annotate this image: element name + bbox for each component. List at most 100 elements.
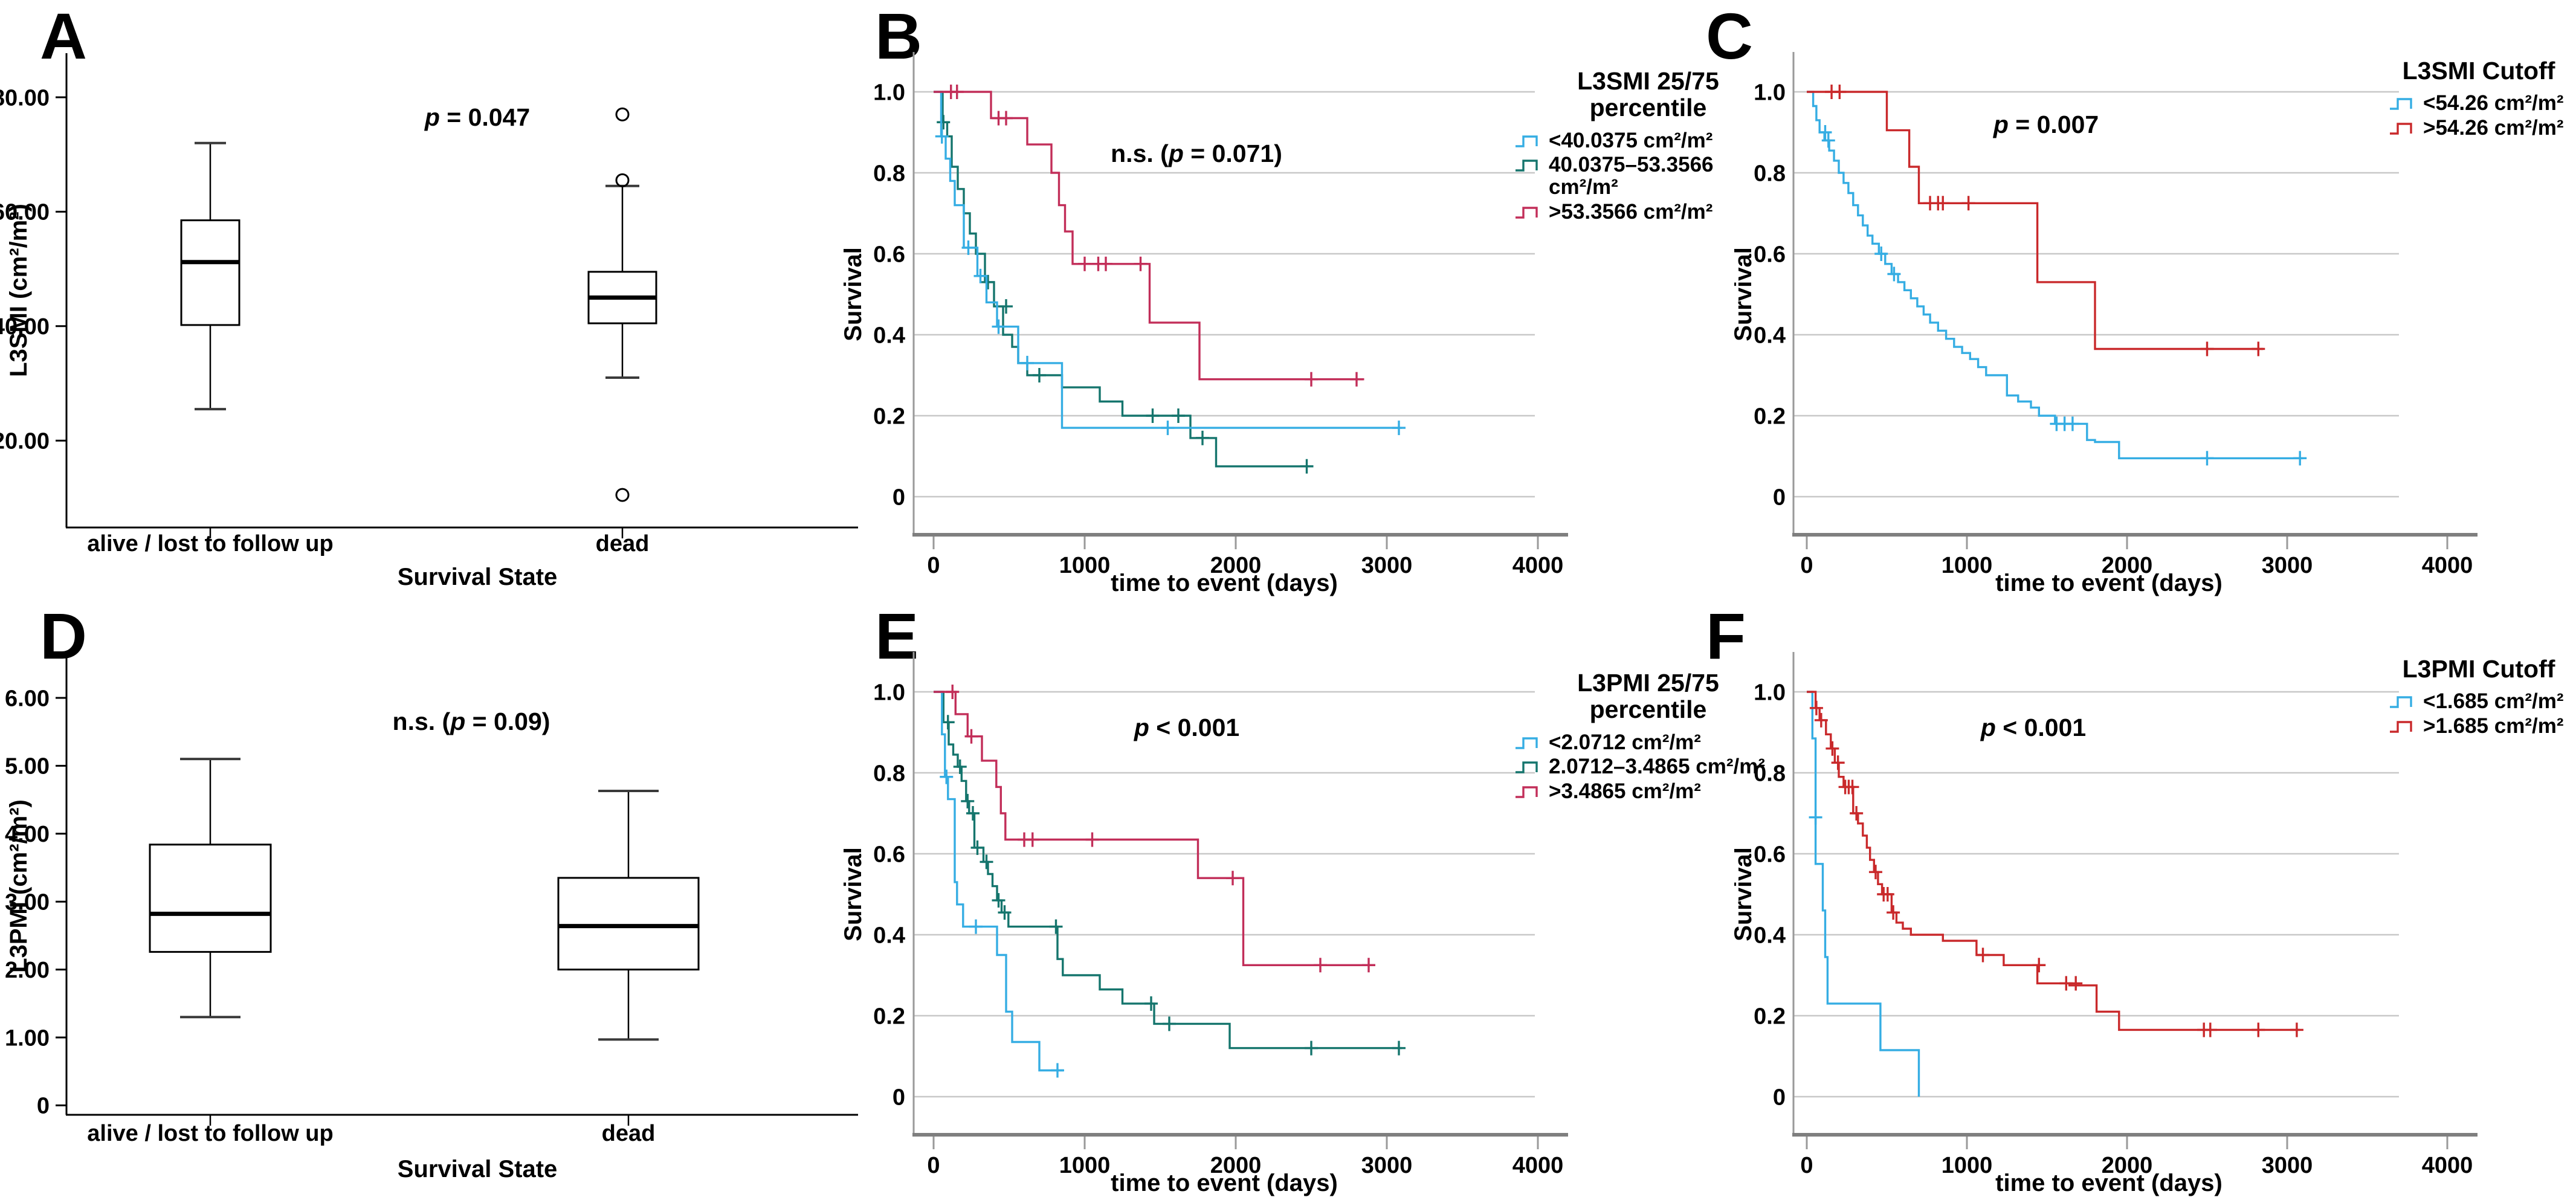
panel-E-letter: E: [875, 599, 919, 673]
x-tick-label: 1000: [1059, 1153, 1111, 1178]
outlier-point: [615, 173, 630, 187]
x-tick-label: 3000: [1361, 1153, 1413, 1178]
panel-E-p-value: p < 0.001: [1134, 714, 1239, 741]
x-axis-title: Survival State: [398, 564, 558, 590]
category-label: alive / lost to follow up: [87, 531, 333, 556]
y-tick-label: 4.00: [5, 822, 50, 847]
panel-E-legend: L3PMI 25/75 percentile <2.0712 cm²/m² 2.07…: [1514, 669, 1783, 803]
legend-item: <2.0712 cm²/m²: [1514, 730, 1783, 754]
legend-label: <2.0712 cm²/m²: [1549, 730, 1701, 754]
y-axis-title: L3PMI (cm²/m²): [5, 799, 32, 973]
y-tick-label: 0.4: [1754, 923, 1786, 948]
legend-item: >53.3566 cm²/m²: [1514, 201, 1783, 224]
outlier-point: [615, 107, 630, 121]
panel-C-letter: C: [1706, 0, 1753, 73]
x-axis-title: time to event (days): [1995, 1170, 2223, 1196]
x-axis-title: time to event (days): [1111, 1170, 1338, 1196]
legend-title: L3PMI 25/75 percentile: [1577, 669, 1719, 724]
x-tick-label: 0: [1800, 553, 1813, 578]
legend-item: >54.26 cm²/m²: [2388, 117, 2569, 140]
panel-B-legend: L3SMI 25/75 percentile <40.0375 cm²/m² 40.…: [1514, 68, 1783, 224]
km-curve: [1807, 91, 2303, 460]
legend-title: L3SMI 25/75 percentile: [1577, 67, 1719, 122]
km-curve: [1807, 91, 2264, 350]
panel-D-boxplot: 6.00 5.00 4.00 3.00 2.00 1.00 0 L3PMI (cm²/m²) a…: [5, 657, 858, 1182]
y-tick-label: 1.0: [873, 80, 905, 105]
y-axis-title: Survival: [1734, 847, 1757, 941]
km-step-icon: [2390, 123, 2412, 135]
x-tick-label: 4000: [2422, 553, 2473, 578]
y-tick-label: 40.00: [0, 314, 50, 340]
x-tick-label: 1000: [1942, 553, 1993, 578]
x-tick-label: 2000: [2102, 1153, 2153, 1178]
panel-F-legend: L3PMI Cutoff <1.685 cm²/m² >1.685 cm²/m²: [2388, 656, 2569, 738]
y-tick-label: 0.6: [1754, 842, 1786, 867]
legend-title: L3SMI Cutoff: [2402, 57, 2555, 85]
y-tick-label: 0: [37, 1094, 50, 1119]
legend-items: <2.0712 cm²/m² 2.0712–3.4865 cm²/m² >3.486…: [1514, 730, 1783, 803]
x-tick-label: 2000: [2102, 553, 2153, 578]
km-curve: [934, 91, 1311, 468]
y-tick-label: 0.2: [873, 1004, 905, 1029]
box-iqr: [149, 844, 272, 953]
y-tick-label: 5.00: [5, 754, 50, 779]
x-tick-label: 3000: [2262, 553, 2313, 578]
y-tick-label: 0.6: [1754, 242, 1786, 267]
legend-label: <1.685 cm²/m²: [2423, 689, 2564, 714]
y-tick-label: 0.4: [873, 323, 905, 348]
y-tick-label: 0.2: [873, 404, 905, 429]
km-step-icon: [2390, 98, 2412, 110]
panel-C-km-plot: 1.0 0.8 0.6 0.4 0.2 0 0 1000 2000 3000 4000 Surviva…: [1734, 52, 2478, 596]
panel-A-p-value: p = 0.047: [424, 103, 530, 131]
y-tick-label: 0.2: [1754, 404, 1786, 429]
x-tick-label: 3000: [1361, 553, 1413, 578]
panel-F-km-plot: 1.0 0.8 0.6 0.4 0.2 0 0 1000 2000 3000 4000 Surviva…: [1734, 652, 2478, 1196]
legend-item: <40.0375 cm²/m²: [1514, 128, 1783, 152]
km-step-icon: [1516, 786, 1538, 798]
x-tick-label: 1000: [1942, 1153, 1993, 1178]
box-iqr: [180, 219, 240, 326]
x-axis-title: time to event (days): [1111, 570, 1338, 596]
x-tick-label: 4000: [2422, 1153, 2473, 1178]
outlier-point: [615, 488, 630, 502]
legend-title: L3PMI Cutoff: [2402, 655, 2555, 683]
y-tick-label: 0.8: [873, 761, 905, 786]
panel-D-p-value: n.s. (p = 0.09): [393, 708, 550, 735]
category-label: alive / lost to follow up: [87, 1121, 333, 1146]
y-tick-label: 0.8: [1754, 161, 1786, 186]
legend-items: <54.26 cm²/m² >54.26 cm²/m²: [2388, 92, 2569, 140]
legend-item: <54.26 cm²/m²: [2388, 92, 2569, 115]
legend-item: <1.685 cm²/m²: [2388, 691, 2569, 713]
legend-items: <1.685 cm²/m² >1.685 cm²/m²: [2388, 691, 2569, 738]
panel-F-p-value: p < 0.001: [1980, 714, 2086, 741]
y-axis-title: Survival: [840, 247, 867, 341]
legend-label: >53.3566 cm²/m²: [1549, 199, 1713, 224]
y-tick-label: 60.00: [0, 200, 50, 225]
category-label: dead: [602, 1121, 656, 1146]
km-curve: [934, 691, 1372, 966]
y-tick-label: 0: [1773, 1085, 1786, 1110]
panel-B-km-plot: 1.0 0.8 0.6 0.4 0.2 0 0 1000 2000 3000 4000 Surviva…: [840, 52, 1568, 596]
y-tick-label: 0: [893, 1085, 905, 1110]
legend-label: 2.0712–3.4865 cm²/m²: [1549, 755, 1766, 779]
legend-label: <54.26 cm²/m²: [2423, 91, 2564, 115]
x-tick-label: 0: [927, 553, 940, 578]
y-tick-label: 80.00: [0, 85, 50, 111]
legend-label: 40.0375–53.3566 cm²/m²: [1549, 153, 1714, 199]
y-tick-label: 0.4: [1754, 323, 1786, 348]
panel-A-letter: A: [40, 0, 87, 73]
km-step-icon: [2390, 696, 2412, 708]
y-axis-title: Survival: [1734, 247, 1757, 341]
y-tick-label: 0.2: [1754, 1004, 1786, 1029]
y-tick-label: 1.0: [1754, 680, 1786, 705]
panel-C-legend: L3SMI Cutoff <54.26 cm²/m² >54.26 cm²/m²: [2388, 57, 2569, 140]
legend-label: <40.0375 cm²/m²: [1549, 128, 1713, 152]
panel-D-letter: D: [40, 599, 87, 673]
km-curve: [1807, 691, 1920, 1097]
x-tick-label: 1000: [1059, 553, 1111, 578]
legend-label: >1.685 cm²/m²: [2423, 714, 2564, 738]
y-axis-title: Survival: [840, 847, 867, 941]
panel-E-km-plot: 1.0 0.8 0.6 0.4 0.2 0 0 1000 2000 3000 4000 Surviva…: [840, 652, 1568, 1196]
km-step-icon: [1516, 761, 1538, 773]
